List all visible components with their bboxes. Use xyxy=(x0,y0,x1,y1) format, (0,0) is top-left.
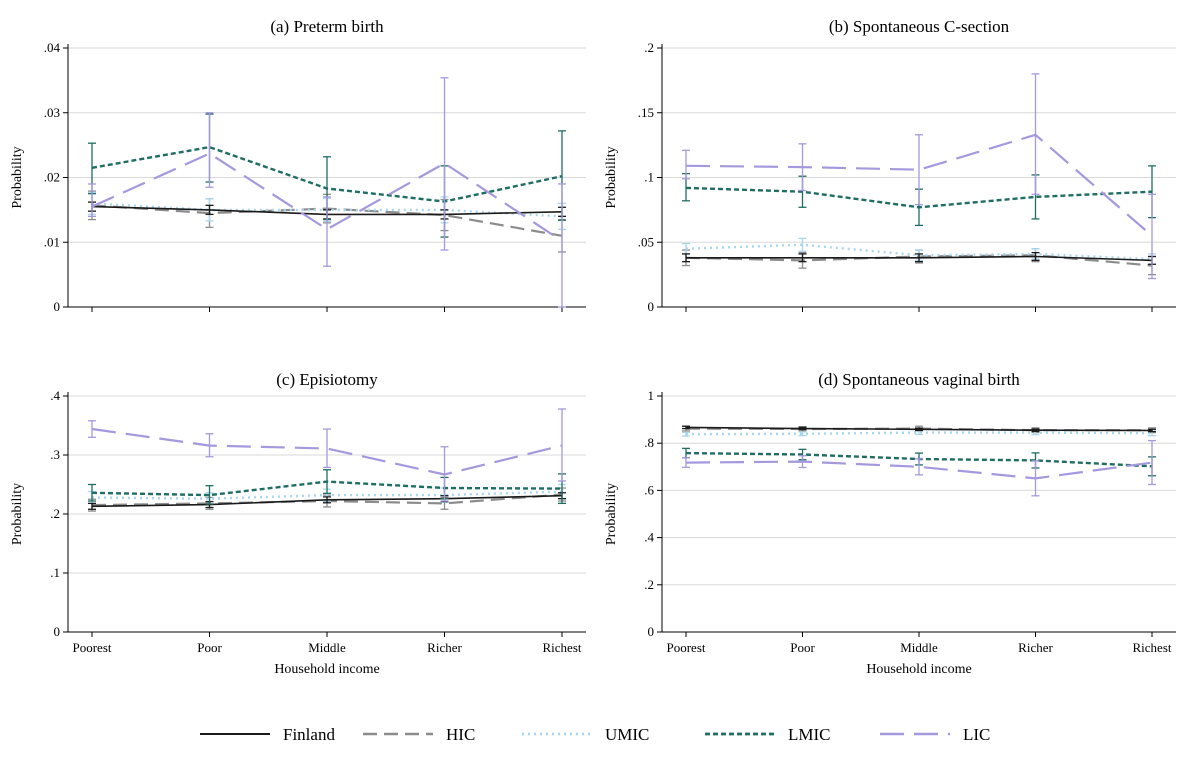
legend-item-lmic: LMIC xyxy=(705,725,831,744)
x-axis-label: Household income xyxy=(274,662,379,677)
y-tick-label: .04 xyxy=(44,40,61,55)
x-tick-label: Richer xyxy=(1018,640,1053,655)
chart-panel-3: (c) Episiotomy 0 .1 .2 .3 .4 Poorest Poor Middle… xyxy=(10,370,586,677)
x-tick-label: Middle xyxy=(308,640,346,655)
legend-label: UMIC xyxy=(605,725,649,744)
legend-label: LMIC xyxy=(788,725,831,744)
panel-title: (a) Preterm birth xyxy=(270,17,384,36)
y-tick-label: .2 xyxy=(644,40,654,55)
chart-panel-2: (b) Spontaneous C-section 0 .05 .1 .15 .2 Prob… xyxy=(604,17,1176,314)
x-tick-label: Richest xyxy=(543,640,582,655)
chart-panel-1: (a) Preterm birth 0 .01 .02 .03 .04 Probabilit… xyxy=(10,17,586,314)
x-tick-label: Poorest xyxy=(667,640,706,655)
y-axis-label: Probability xyxy=(604,146,619,208)
y-tick-label: .01 xyxy=(44,234,60,249)
x-tick-label: Middle xyxy=(900,640,938,655)
x-tick-label: Poor xyxy=(790,640,815,655)
x-tick-label: Richer xyxy=(427,640,462,655)
y-tick-label: .3 xyxy=(50,447,60,462)
series-lic xyxy=(682,74,1156,279)
y-tick-label: 0 xyxy=(54,624,61,639)
x-tick-label: Poorest xyxy=(73,640,112,655)
y-tick-label: .2 xyxy=(50,506,60,521)
legend-item-hic: HIC xyxy=(363,725,475,744)
y-tick-label: .05 xyxy=(638,234,654,249)
y-tick-label: .2 xyxy=(644,577,654,592)
x-axis-label: Household income xyxy=(866,662,971,677)
legend-label: HIC xyxy=(446,725,475,744)
y-tick-label: 0 xyxy=(54,299,61,314)
series-lic xyxy=(682,441,1156,496)
series-umic xyxy=(682,430,1156,436)
legend: Finland HIC UMIC LMIC LIC xyxy=(200,725,990,744)
x-tick-label: Poor xyxy=(197,640,222,655)
y-tick-label: .02 xyxy=(44,170,60,185)
y-tick-label: .6 xyxy=(644,482,654,497)
y-tick-label: .4 xyxy=(50,388,60,403)
panel-title: (d) Spontaneous vaginal birth xyxy=(818,370,1020,389)
legend-item-lic: LIC xyxy=(880,725,990,744)
y-tick-label: .8 xyxy=(644,435,654,450)
y-tick-label: .1 xyxy=(644,170,654,185)
y-axis-label: Probability xyxy=(604,483,619,545)
x-tick-label: Richest xyxy=(1133,640,1172,655)
y-tick-label: 0 xyxy=(648,624,655,639)
y-axis-label: Probability xyxy=(10,146,25,208)
y-tick-label: .03 xyxy=(44,105,60,120)
panel-title: (c) Episiotomy xyxy=(276,370,378,389)
y-tick-label: .1 xyxy=(50,565,60,580)
y-axis-label: Probability xyxy=(10,483,25,545)
legend-item-finland: Finland xyxy=(200,725,335,744)
y-tick-label: 0 xyxy=(648,299,655,314)
y-tick-label: .4 xyxy=(644,530,654,545)
legend-label: LIC xyxy=(963,725,990,744)
chart-panel-4: (d) Spontaneous vaginal birth 0 .2 .4 .6 .8 1 P… xyxy=(604,370,1176,677)
y-tick-label: .15 xyxy=(638,105,654,120)
legend-label: Finland xyxy=(283,725,335,744)
legend-item-umic: UMIC xyxy=(522,725,649,744)
panel-title: (b) Spontaneous C-section xyxy=(829,17,1010,36)
y-tick-label: 1 xyxy=(648,388,655,403)
